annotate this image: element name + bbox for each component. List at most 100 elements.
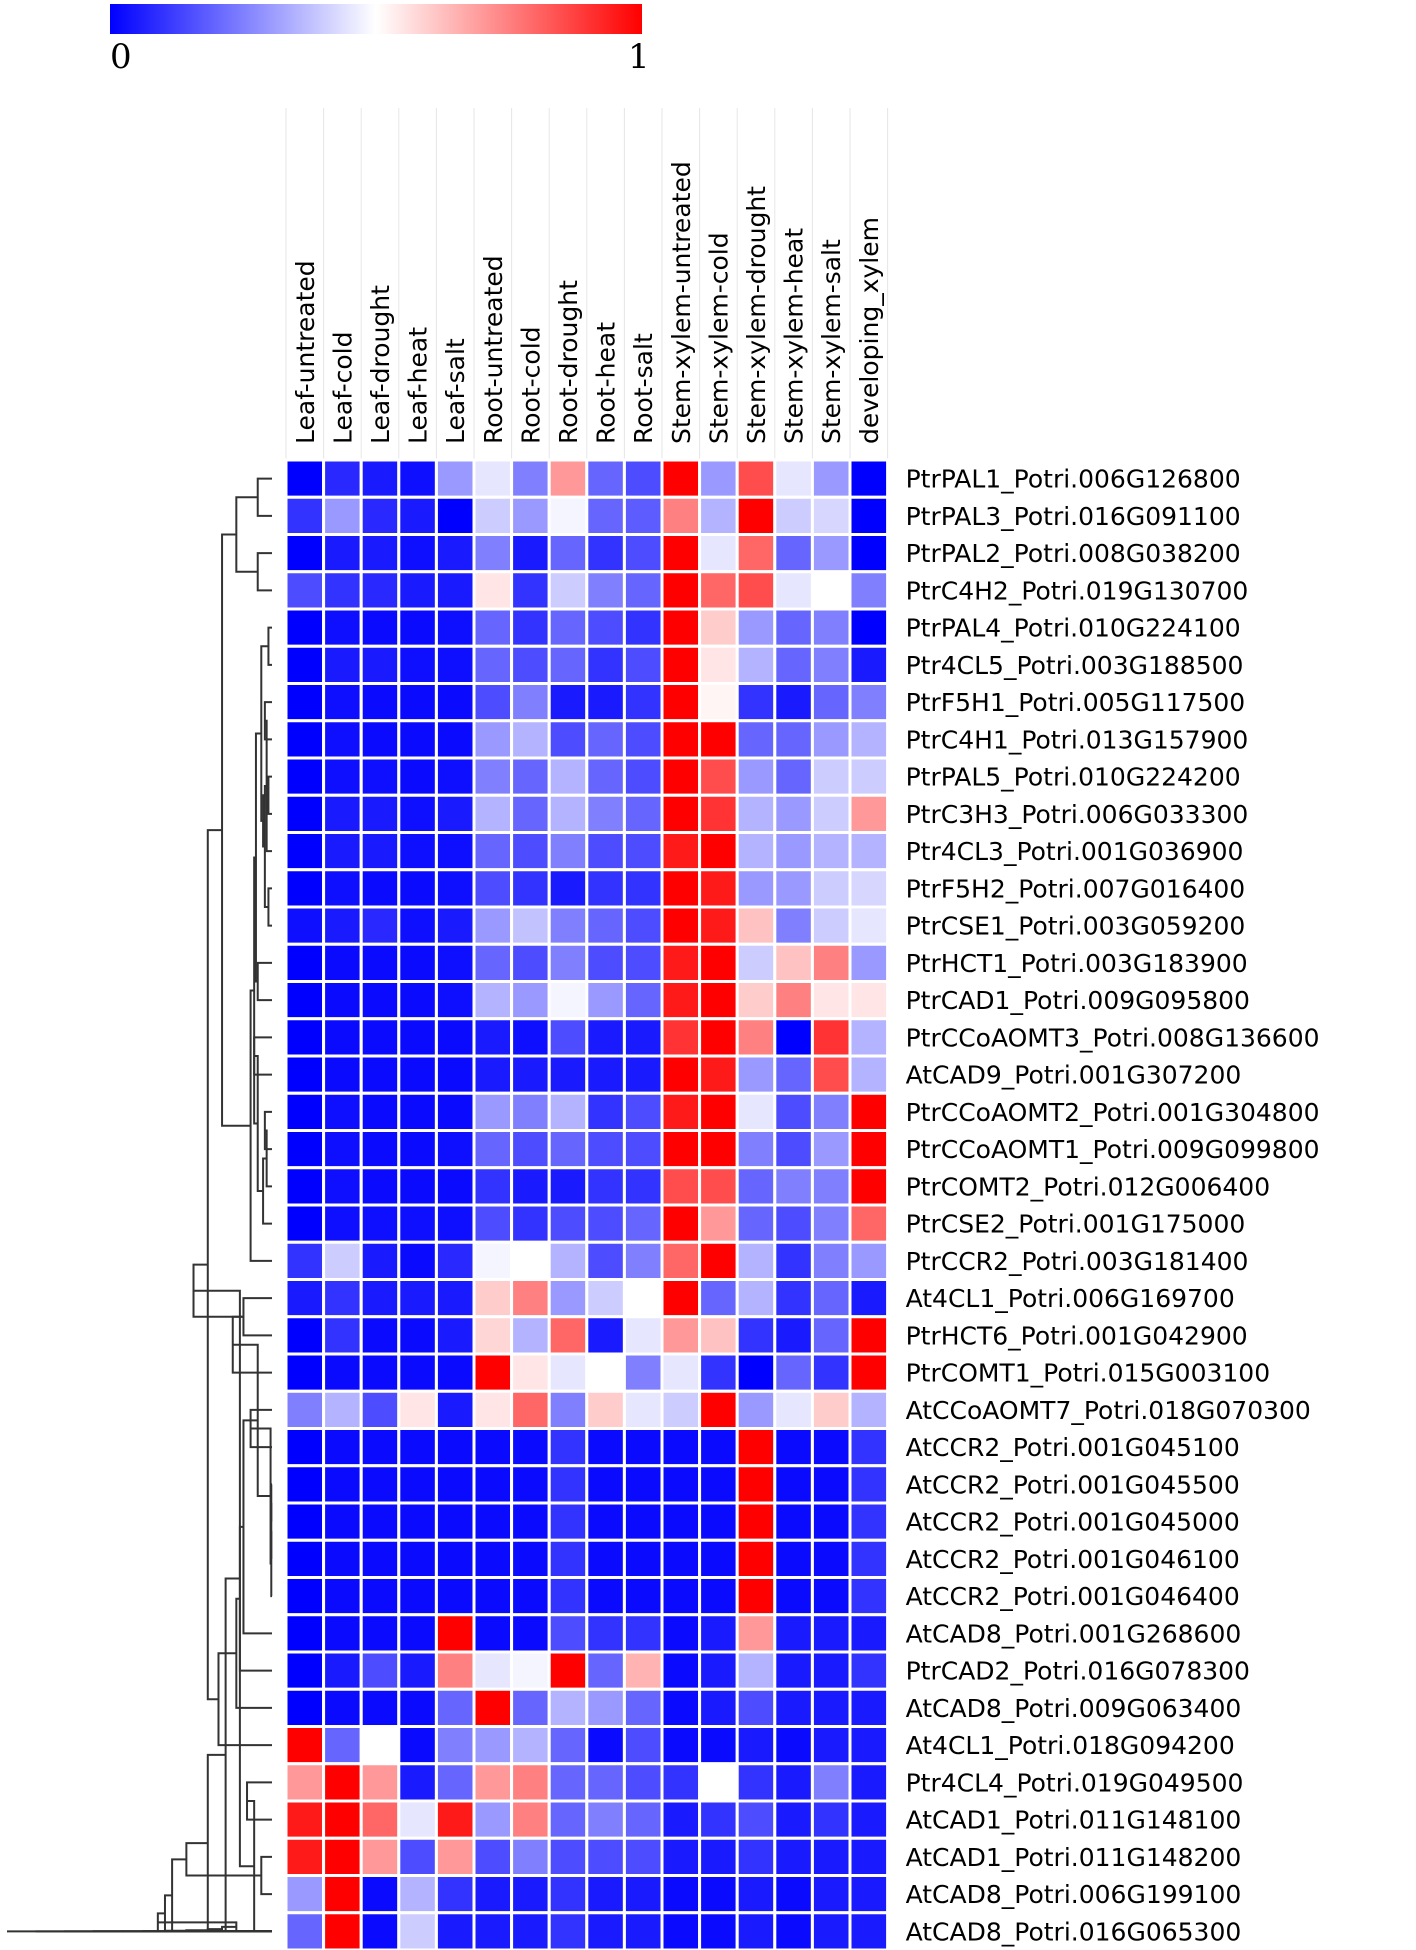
heatmap-cell bbox=[660, 793, 702, 834]
heatmap-cell bbox=[510, 905, 551, 946]
heatmap-cell bbox=[284, 495, 326, 536]
heatmap-cell bbox=[547, 868, 589, 909]
heatmap-cell bbox=[810, 1240, 852, 1281]
heatmap-cell bbox=[660, 682, 702, 723]
heatmap-cell bbox=[510, 1091, 551, 1132]
heatmap-cell bbox=[472, 1203, 514, 1244]
heatmap-cell bbox=[284, 1240, 326, 1281]
heatmap-cell bbox=[359, 570, 401, 611]
heatmap-cell bbox=[434, 1166, 476, 1207]
heatmap-cell bbox=[773, 905, 814, 946]
heatmap-cell bbox=[322, 1874, 363, 1915]
dendrogram-branch bbox=[264, 719, 272, 853]
heatmap-cell bbox=[397, 1315, 438, 1356]
heatmap-cell bbox=[547, 533, 589, 574]
heatmap-cell bbox=[472, 868, 514, 909]
row-label: Ptr4CL4_Potri.019G049500 bbox=[906, 1768, 1244, 1797]
heatmap-cell bbox=[660, 1538, 702, 1579]
heatmap-cell bbox=[434, 1613, 476, 1654]
heatmap-cell bbox=[585, 719, 626, 760]
heatmap-cell bbox=[510, 831, 551, 872]
column-label: Leaf-heat bbox=[404, 327, 433, 444]
heatmap-cell bbox=[773, 1129, 814, 1170]
heatmap-cell bbox=[472, 1874, 514, 1915]
heatmap-cell bbox=[585, 1799, 626, 1840]
heatmap-cell bbox=[359, 868, 401, 909]
heatmap-cell bbox=[397, 1725, 438, 1766]
heatmap-cell bbox=[585, 1352, 626, 1393]
heatmap-cell bbox=[284, 1613, 326, 1654]
heatmap-cell bbox=[773, 644, 814, 685]
row-label: AtCAD8_Potri.009G063400 bbox=[906, 1694, 1242, 1723]
heatmap-cell bbox=[322, 533, 363, 574]
heatmap-cell bbox=[322, 1799, 363, 1840]
heatmap-cell bbox=[585, 1054, 626, 1095]
heatmap-cell bbox=[284, 1874, 326, 1915]
heatmap-cell bbox=[547, 495, 589, 536]
heatmap-cell bbox=[848, 1427, 890, 1468]
dendrogram-branch bbox=[221, 533, 251, 1127]
heatmap-cell bbox=[735, 1576, 777, 1617]
column-label: Leaf-drought bbox=[366, 285, 395, 444]
heatmap-cell bbox=[622, 1464, 664, 1505]
heatmap-cell bbox=[322, 1091, 363, 1132]
heatmap-cell bbox=[397, 1687, 438, 1728]
heatmap-cell bbox=[660, 831, 702, 872]
heatmap-cell bbox=[397, 1799, 438, 1840]
heatmap-cell bbox=[773, 1576, 814, 1617]
heatmap-cell bbox=[547, 1017, 589, 1058]
heatmap-cell bbox=[510, 1315, 551, 1356]
heatmap-cell bbox=[547, 1650, 589, 1691]
heatmap-cell bbox=[547, 980, 589, 1021]
heatmap-cell bbox=[547, 719, 589, 760]
heatmap-cell bbox=[547, 905, 589, 946]
heatmap-cell bbox=[359, 831, 401, 872]
heatmap-cell bbox=[322, 1464, 363, 1505]
heatmap-cell bbox=[622, 1389, 664, 1430]
heatmap-cell bbox=[773, 1874, 814, 1915]
heatmap-cell bbox=[585, 1501, 626, 1542]
heatmap-cell bbox=[359, 1538, 401, 1579]
row-label: AtCCR2_Potri.001G045100 bbox=[906, 1433, 1240, 1462]
heatmap-cell bbox=[585, 1687, 626, 1728]
heatmap-cell bbox=[585, 682, 626, 723]
heatmap-cell bbox=[510, 1650, 551, 1691]
heatmap-cell bbox=[773, 1613, 814, 1654]
heatmap-cell bbox=[284, 1911, 326, 1950]
heatmap-cell bbox=[773, 1836, 814, 1877]
heatmap-cell bbox=[397, 495, 438, 536]
heatmap-cell bbox=[848, 1389, 890, 1430]
heatmap-cell bbox=[698, 533, 739, 574]
heatmap-cell bbox=[472, 1017, 514, 1058]
heatmap-cell bbox=[848, 644, 890, 685]
heatmap-cell bbox=[810, 1278, 852, 1319]
heatmap-cell bbox=[510, 682, 551, 723]
heatmap-cell bbox=[660, 1799, 702, 1840]
heatmap-cell bbox=[434, 719, 476, 760]
row-label: AtCAD1_Potri.011G148200 bbox=[906, 1843, 1242, 1872]
heatmap-cell bbox=[472, 793, 514, 834]
heatmap-cell bbox=[773, 1240, 814, 1281]
heatmap-cell bbox=[322, 1538, 363, 1579]
heatmap-cell bbox=[660, 533, 702, 574]
row-label: AtCAD9_Potri.001G307200 bbox=[906, 1061, 1242, 1090]
row-label: PtrCAD2_Potri.016G078300 bbox=[906, 1657, 1250, 1686]
heatmap-cell bbox=[284, 1501, 326, 1542]
heatmap-cell bbox=[322, 905, 363, 946]
heatmap-cell bbox=[322, 495, 363, 536]
heatmap-cell bbox=[848, 905, 890, 946]
heatmap-cell bbox=[698, 1427, 739, 1468]
heatmap-cell bbox=[472, 1501, 514, 1542]
heatmap-cell bbox=[397, 868, 438, 909]
heatmap-cell bbox=[622, 1911, 664, 1950]
heatmap-cell bbox=[397, 1836, 438, 1877]
heatmap-cell bbox=[810, 1613, 852, 1654]
heatmap-cell bbox=[547, 1315, 589, 1356]
row-label: PtrPAL4_Potri.010G224100 bbox=[906, 614, 1241, 643]
heatmap-cell bbox=[622, 1352, 664, 1393]
heatmap-cell bbox=[510, 793, 551, 834]
heatmap-cell bbox=[585, 905, 626, 946]
heatmap-cell bbox=[773, 868, 814, 909]
heatmap-cell bbox=[698, 1911, 739, 1950]
heatmap-cell bbox=[698, 1501, 739, 1542]
